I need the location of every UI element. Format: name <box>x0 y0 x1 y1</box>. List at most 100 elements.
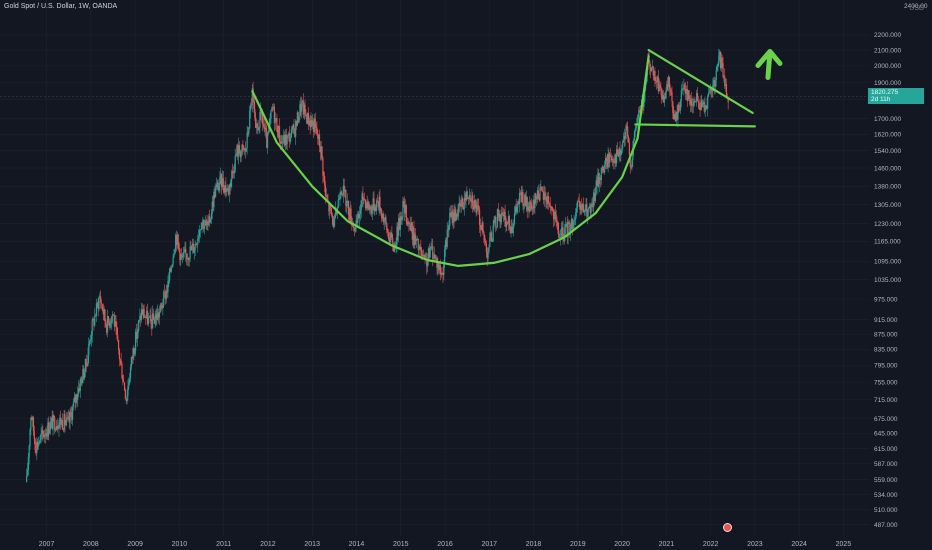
candle-body <box>699 107 701 110</box>
candle-body <box>288 133 290 135</box>
candle-body <box>128 382 130 387</box>
candle-body <box>501 212 504 215</box>
candle-body <box>201 222 203 229</box>
candle-body <box>373 198 375 212</box>
candle-body <box>198 236 200 239</box>
candle-body <box>566 224 568 237</box>
candle-body <box>636 118 638 127</box>
candle-body <box>269 118 271 124</box>
candle-body <box>325 195 327 197</box>
candle-body <box>99 296 101 298</box>
candle-body <box>467 197 469 199</box>
cup-arc <box>251 55 650 267</box>
candle-body <box>685 88 688 94</box>
candle-body <box>256 123 258 127</box>
candle-body <box>331 214 333 218</box>
candle-body <box>232 171 235 174</box>
candle-body <box>119 359 121 361</box>
candle-body <box>522 192 524 206</box>
candle-body <box>411 222 413 240</box>
candle-body <box>84 358 86 372</box>
candle-body <box>239 152 241 158</box>
candle-body <box>312 121 314 126</box>
x-tick-label: 2017 <box>481 541 497 548</box>
candle-body <box>560 230 562 238</box>
candle-body <box>77 394 79 400</box>
x-tick-label: 2015 <box>393 541 409 548</box>
candle-body <box>563 238 565 242</box>
candle-body <box>222 178 224 188</box>
candle-body <box>131 356 133 359</box>
candle-body <box>135 331 137 351</box>
y-tick-label: 1230.000 <box>874 221 901 228</box>
candle-body <box>600 167 602 180</box>
candle-body <box>568 222 570 224</box>
candle-body <box>197 238 199 245</box>
candle-body <box>459 202 461 206</box>
x-tick-label: 2024 <box>791 541 807 548</box>
candle-body <box>717 64 719 67</box>
candle-body <box>341 191 343 195</box>
candle-body <box>287 134 289 136</box>
candle-body <box>521 192 523 202</box>
candle-body <box>517 201 519 208</box>
candle-body <box>626 125 628 127</box>
candle-body <box>124 390 126 399</box>
candle-body <box>146 310 149 325</box>
candle-body <box>180 254 183 258</box>
candle-body <box>134 350 136 355</box>
candle-body <box>549 204 551 208</box>
candle-body <box>624 135 626 139</box>
candle-body <box>169 268 172 272</box>
candle-body <box>47 422 49 437</box>
candle-body <box>387 230 389 233</box>
candle-body <box>625 125 627 139</box>
candle-body <box>214 191 216 198</box>
candle-body <box>427 248 430 260</box>
y-tick-label: 534.000 <box>874 492 898 499</box>
candle-body <box>499 213 501 223</box>
candle-body <box>541 190 544 192</box>
candle-body <box>223 187 225 193</box>
candle-body <box>713 80 715 85</box>
candle-body <box>49 421 52 430</box>
candle-body <box>379 196 381 212</box>
candle-body <box>604 164 606 173</box>
candle-body <box>609 155 611 163</box>
y-tick-label: 1305.000 <box>874 202 901 209</box>
candle-body <box>123 382 126 391</box>
candle-body <box>621 142 624 150</box>
candle-body <box>464 198 466 201</box>
candle-body <box>90 335 92 340</box>
candle-body <box>37 441 39 447</box>
candle-body <box>138 319 140 324</box>
candle-body <box>553 210 555 220</box>
candle-body <box>326 195 328 200</box>
candle-body <box>681 88 683 91</box>
candle-body <box>442 272 444 275</box>
candle-body <box>474 200 476 204</box>
candle-body <box>245 148 247 152</box>
candle-body <box>112 314 115 316</box>
candle-body <box>461 198 463 207</box>
candle-body <box>302 100 304 115</box>
candle-body <box>271 107 273 111</box>
candle-body <box>677 104 679 120</box>
candle-body <box>469 195 471 200</box>
candle-body <box>154 318 156 324</box>
candle-body <box>444 240 447 250</box>
candle-body <box>418 249 420 250</box>
flag-icon[interactable] <box>722 523 732 532</box>
candle-body <box>378 196 380 208</box>
candle-body <box>229 184 231 188</box>
candle-body <box>672 101 674 113</box>
candle-body <box>572 220 574 230</box>
candle-body <box>427 259 429 267</box>
candle-body <box>578 201 580 202</box>
currency-label[interactable]: USD <box>909 5 924 12</box>
candle-body <box>404 204 406 214</box>
candle-body <box>278 126 280 137</box>
candle-body <box>364 199 366 200</box>
